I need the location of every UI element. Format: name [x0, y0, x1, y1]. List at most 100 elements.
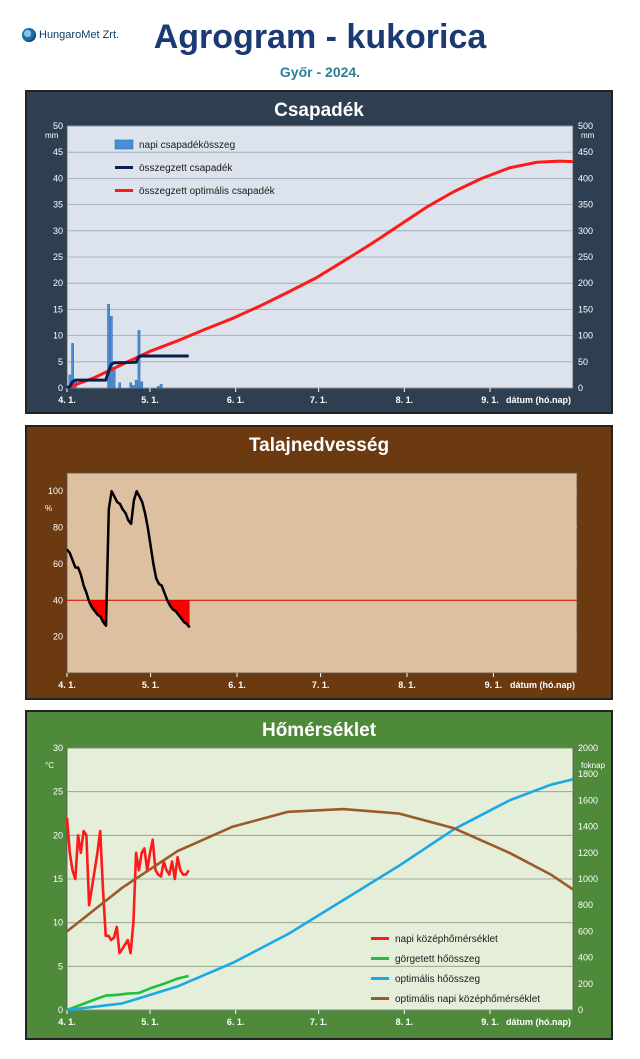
x-tick-label: 5. 1. — [141, 1017, 159, 1027]
plot-area — [66, 472, 578, 674]
y-right-tick-label: 350 — [578, 200, 593, 210]
x-axis-label: dátum (hó.nap) — [506, 1017, 571, 1027]
y-right-axis-label: foknap — [581, 761, 606, 770]
temperature-series-line-3 — [66, 807, 574, 933]
x-tick-label: 9. 1. — [481, 395, 499, 405]
y-right-axis-label: mm — [581, 131, 595, 140]
y-right-tick-label: 1400 — [578, 822, 598, 832]
temperature-series-line-2 — [66, 778, 574, 1012]
soil-moisture-panel: Talajnedvesség 20 40 60 80 100 4. 1. 5. 1. 6. 1… — [25, 425, 613, 700]
x-tick-label: 5. 1. — [141, 395, 159, 405]
cumulative-precipitation-line — [66, 354, 189, 390]
legend-label: görgetett hőösszeg — [395, 954, 480, 965]
y-tick-label: 20 — [53, 278, 63, 288]
soil-moisture-line — [66, 489, 191, 629]
y-tick-label: 20 — [53, 632, 63, 642]
legend-label: összegzett csapadék — [139, 163, 233, 174]
y-right-tick-label: 2000 — [578, 743, 598, 753]
precipitation-bar — [132, 385, 135, 389]
x-tick-label: 8. 1. — [396, 395, 414, 405]
optimal-precipitation-line — [66, 159, 574, 390]
y-tick-label: 10 — [53, 331, 63, 341]
y-tick-label: 80 — [53, 523, 63, 533]
precipitation-bar — [71, 343, 74, 389]
legend-label: optimális hőösszeg — [395, 974, 480, 985]
y-right-tick-label: 450 — [578, 147, 593, 157]
temperature-chart: 0 5 10 15 20 25 30 0 200 400 600 800 1000 1200 1400 160… — [45, 743, 606, 1027]
y-tick-label: 0 — [58, 383, 63, 393]
precipitation-bar — [157, 386, 160, 389]
y-tick-label: 40 — [53, 173, 63, 183]
soil-moisture-chart: 20 40 60 80 100 4. 1. 5. 1. 6. 1. 7. 1. 8. 1. 9. 1… — [45, 472, 578, 690]
x-tick-label: 4. 1. — [58, 1017, 76, 1027]
y-right-tick-label: 150 — [578, 304, 593, 314]
y-right-tick-label: 0 — [578, 1005, 583, 1015]
x-tick-label: 9. 1. — [481, 1017, 499, 1027]
legend-label: napi csapadékösszeg — [139, 140, 235, 151]
precipitation-bar — [110, 316, 113, 389]
y-right-tick-label: 250 — [578, 252, 593, 262]
y-right-tick-label: 1200 — [578, 848, 598, 858]
precipitation-bar — [159, 384, 163, 389]
y-tick-label: 20 — [53, 830, 63, 840]
y-right-tick-label: 300 — [578, 226, 593, 236]
x-tick-label: 5. 1. — [142, 680, 160, 690]
hungaromet-logo: HungaroMet Zrt. — [22, 28, 119, 42]
precipitation-title: Csapadék — [274, 100, 364, 121]
y-right-tick-label: 1800 — [578, 769, 598, 779]
x-tick-label: 7. 1. — [310, 1017, 328, 1027]
precipitation-bar — [118, 382, 121, 389]
precipitation-bar — [112, 369, 116, 389]
x-tick-label: 4. 1. — [58, 395, 76, 405]
y-tick-label: 0 — [58, 1005, 63, 1015]
y-tick-label: 50 — [53, 121, 63, 131]
x-tick-label: 7. 1. — [312, 680, 330, 690]
soil-moisture-title: Talajnedvesség — [248, 435, 390, 456]
y-tick-label: 40 — [53, 595, 63, 605]
y-right-tick-label: 600 — [578, 926, 593, 936]
x-tick-label: 8. 1. — [396, 1017, 414, 1027]
y-axis-label: % — [45, 504, 52, 513]
y-right-tick-label: 400 — [578, 953, 593, 963]
x-tick-label: 4. 1. — [58, 680, 76, 690]
temperature-series-line-0 — [65, 817, 190, 955]
x-tick-label: 6. 1. — [227, 395, 245, 405]
x-tick-label: 8. 1. — [398, 680, 416, 690]
y-axis-label: °C — [45, 761, 54, 770]
precipitation-bar — [140, 381, 144, 389]
y-right-tick-label: 200 — [578, 979, 593, 989]
logo-text: HungaroMet Zrt. — [39, 29, 120, 41]
y-tick-label: 100 — [48, 486, 63, 496]
legend-label: optimális napi középhőmérséklet — [395, 994, 540, 1005]
page-subtitle: Győr - 2024. — [279, 64, 361, 80]
x-tick-label: 9. 1. — [485, 680, 503, 690]
y-tick-label: 30 — [53, 226, 63, 236]
y-right-tick-label: 400 — [578, 173, 593, 183]
logo-icon — [22, 28, 36, 42]
y-right-tick-label: 1600 — [578, 795, 598, 805]
y-right-tick-label: 500 — [578, 121, 593, 131]
precipitation-bar — [134, 379, 138, 389]
y-right-tick-label: 1000 — [578, 874, 598, 884]
x-tick-label: 6. 1. — [227, 1017, 245, 1027]
precipitation-chart: 0510152025303540455005010015020025030035… — [45, 121, 595, 405]
legend-swatch — [114, 139, 134, 150]
y-tick-label: 5 — [58, 961, 63, 971]
temperature-series-line-1 — [66, 974, 190, 1012]
y-tick-label: 45 — [53, 147, 63, 157]
y-tick-label: 10 — [53, 918, 63, 928]
page-title: Agrogram - kukorica — [153, 18, 487, 56]
y-tick-label: 35 — [53, 200, 63, 210]
y-axis-label: mm — [45, 131, 59, 140]
precipitation-bar — [129, 382, 132, 389]
precipitation-panel: Csapadék 0 5 10 15 20 25 30 35 40 45 50 0 50 100 150 20… — [25, 90, 613, 414]
legend-label: összegzett optimális csapadék — [139, 186, 276, 197]
y-right-tick-label: 0 — [578, 383, 583, 393]
x-axis-label: dátum (hó.nap) — [506, 395, 571, 405]
y-right-tick-label: 50 — [578, 357, 588, 367]
temperature-panel: Hőmérséklet 0 5 10 15 20 25 30 0 200 400 600 800 100… — [25, 710, 613, 1040]
y-tick-label: 15 — [53, 874, 63, 884]
legend-label: napi középhőmérséklet — [395, 934, 498, 945]
y-tick-label: 5 — [58, 357, 63, 367]
y-tick-label: 25 — [53, 252, 63, 262]
